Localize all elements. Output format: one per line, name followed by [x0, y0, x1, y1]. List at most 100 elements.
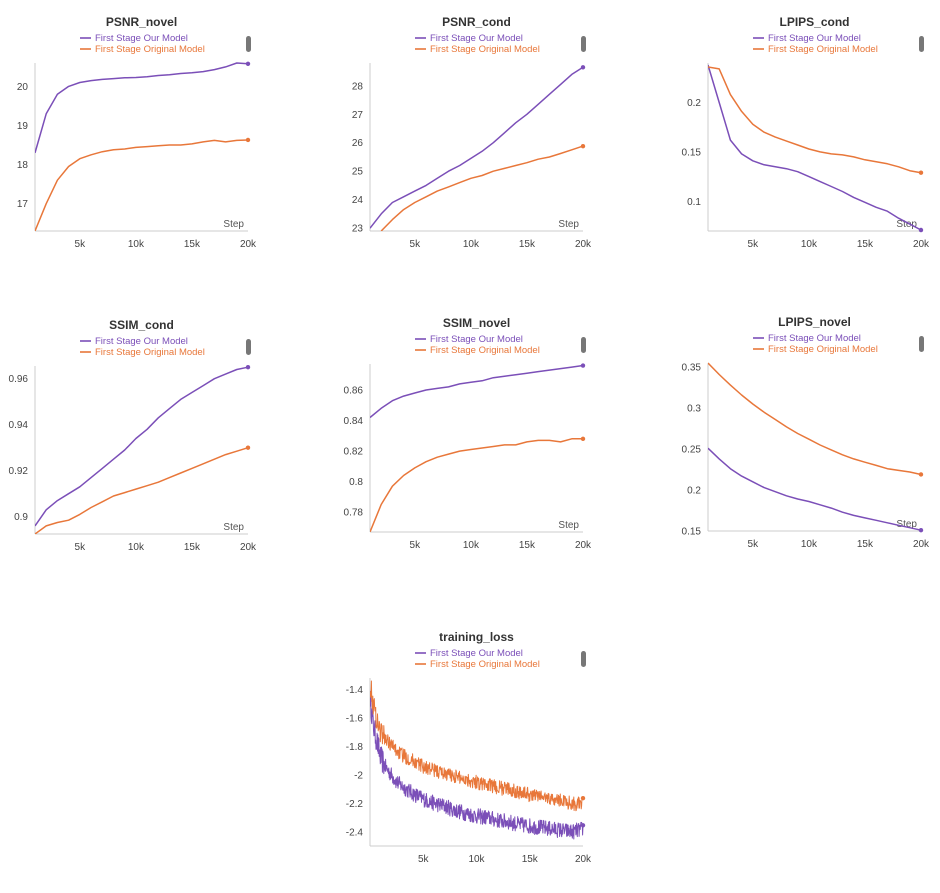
x-tick-label: 10k	[801, 239, 818, 250]
x-tick-label: 5k	[410, 540, 422, 551]
series-end-point	[580, 143, 586, 149]
x-tick-label: 20k	[240, 239, 257, 250]
x-tick-label: 20k	[240, 542, 257, 553]
x-tick-label: 5k	[748, 239, 760, 250]
legend-entry: First Stage Our Model	[430, 648, 523, 659]
y-tick-label: 0.15	[682, 527, 702, 538]
legend-entry: First Stage Our Model	[768, 333, 861, 344]
x-tick-label: 20k	[913, 539, 930, 550]
series-end-point	[918, 170, 924, 175]
series-end-point	[245, 445, 251, 450]
y-tick-label: -2.4	[346, 827, 364, 838]
x-tick-label: 5k	[75, 239, 87, 250]
y-tick-label: 0.78	[344, 508, 364, 519]
series-end-point	[918, 472, 924, 477]
series-line	[708, 362, 922, 476]
y-tick-label: 0.2	[687, 98, 701, 109]
legend-entry: First Stage Our Model	[768, 33, 861, 44]
y-tick-label: 26	[352, 138, 364, 149]
x-tick-label: 15k	[522, 854, 539, 865]
chart-title: LPIPS_cond	[779, 15, 849, 29]
panel-handle[interactable]	[581, 36, 586, 52]
panel-handle[interactable]	[919, 336, 924, 352]
x-tick-label: 20k	[575, 540, 592, 551]
chart-ssim-novel: SSIM_novel First Stage Our Model First Sta…	[340, 309, 593, 579]
x-tick-label: 15k	[519, 239, 536, 250]
x-tick-label: 15k	[857, 239, 874, 250]
series-end-point	[245, 137, 251, 143]
legend-entry: First Stage Original Model	[768, 344, 878, 355]
series-end-point	[580, 795, 586, 801]
panel-handle[interactable]	[246, 36, 251, 52]
chart-title: PSNR_cond	[442, 15, 511, 29]
y-tick-label: 0.84	[344, 416, 364, 427]
series-end-point	[245, 364, 251, 370]
x-tick-label: 15k	[184, 542, 201, 553]
chart-training-loss: training_loss First Stage Our Model First …	[340, 623, 592, 893]
chart-lpips-novel: LPIPS_novel First Stage Our Model First St…	[678, 308, 931, 578]
y-tick-label: 0.92	[9, 466, 29, 477]
series-line	[35, 446, 249, 534]
y-tick-label: 24	[352, 195, 364, 206]
y-tick-label: 25	[352, 167, 364, 178]
y-tick-label: -1.6	[346, 713, 364, 724]
y-tick-label: 20	[17, 82, 29, 93]
series-line	[380, 145, 584, 231]
y-tick-label: -1.4	[346, 685, 364, 696]
series-end-point	[245, 61, 251, 66]
y-tick-label: 19	[17, 121, 29, 132]
series-line	[370, 680, 584, 812]
panel-handle[interactable]	[581, 651, 586, 667]
y-tick-label: -2.2	[346, 799, 364, 810]
chart-title: LPIPS_novel	[778, 315, 851, 329]
series-line	[370, 438, 583, 532]
chart-title: PSNR_novel	[106, 15, 177, 29]
y-tick-label: 0.25	[682, 445, 702, 456]
series-end-point	[918, 227, 924, 233]
x-tick-label: 10k	[128, 239, 145, 250]
chart-ssim-cond: SSIM_cond First Stage Our Model First Stag…	[5, 311, 258, 581]
legend-entry: First Stage Original Model	[95, 44, 205, 55]
x-tick-label: 5k	[748, 539, 760, 550]
series-line	[370, 364, 584, 419]
chart-title: SSIM_cond	[109, 318, 174, 332]
chart-psnr-cond: PSNR_cond First Stage Our Model First Stag…	[340, 8, 592, 278]
x-axis-label: Step	[558, 520, 579, 531]
x-tick-label: 15k	[857, 539, 874, 550]
y-tick-label: 0.82	[344, 447, 364, 458]
chart-psnr-novel: PSNR_novel First Stage Our Model First Sta…	[5, 8, 257, 278]
y-tick-label: 27	[352, 110, 364, 121]
panel-handle[interactable]	[246, 339, 251, 355]
y-tick-label: -2	[354, 770, 363, 781]
series-line	[35, 366, 249, 527]
legend-entry: First Stage Original Model	[768, 44, 878, 55]
panel-handle[interactable]	[919, 36, 924, 52]
series-line	[708, 447, 922, 531]
legend-entry: First Stage Our Model	[430, 334, 523, 345]
series-line	[370, 690, 584, 840]
y-tick-label: 17	[17, 199, 29, 210]
legend-entry: First Stage Original Model	[95, 347, 205, 358]
y-tick-label: 0.9	[14, 512, 28, 523]
series-end-point	[580, 363, 586, 368]
y-tick-label: 0.35	[682, 363, 702, 374]
series-end-point	[918, 527, 924, 533]
y-tick-label: 0.94	[9, 420, 29, 431]
y-tick-label: 18	[17, 160, 29, 171]
series-line	[708, 66, 922, 174]
x-tick-label: 5k	[410, 239, 422, 250]
y-tick-label: 0.15	[682, 147, 702, 158]
x-axis-label: Step	[223, 522, 244, 533]
legend-entry: First Stage Original Model	[430, 345, 540, 356]
x-tick-label: 15k	[184, 239, 201, 250]
chart-title: training_loss	[439, 630, 514, 644]
legend-entry: First Stage Our Model	[430, 33, 523, 44]
panel-handle[interactable]	[581, 337, 586, 353]
y-tick-label: 23	[352, 224, 364, 235]
x-tick-label: 10k	[468, 854, 485, 865]
y-tick-label: 0.1	[687, 197, 701, 208]
